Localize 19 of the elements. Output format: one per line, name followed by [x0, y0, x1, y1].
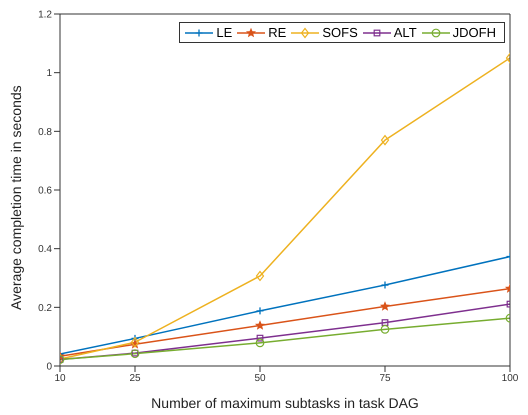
legend-label: ALT [394, 25, 417, 40]
x-axis-title: Number of maximum subtasks in task DAG [151, 395, 419, 411]
legend-label: RE [268, 25, 286, 40]
legend-label: LE [216, 25, 232, 40]
x-tick-label: 25 [129, 373, 141, 384]
x-tick-label: 100 [502, 373, 519, 384]
legend-label: JDOFH [452, 25, 496, 40]
y-tick-label: 0.4 [38, 244, 52, 256]
y-tick-label: 0 [46, 362, 52, 373]
x-tick-label: 50 [254, 373, 266, 384]
y-axis-title: Average completion time in seconds [8, 85, 24, 310]
legend-label: SOFS [322, 25, 358, 40]
y-tick-label: 0.8 [38, 126, 52, 138]
y-tick-label: 0.6 [38, 186, 52, 197]
x-tick-label: 10 [54, 373, 66, 384]
y-tick-label: 1.2 [38, 10, 52, 21]
y-tick-label: 1 [46, 68, 52, 80]
x-tick-label: 75 [379, 373, 391, 384]
y-tick-label: 0.2 [38, 302, 52, 314]
